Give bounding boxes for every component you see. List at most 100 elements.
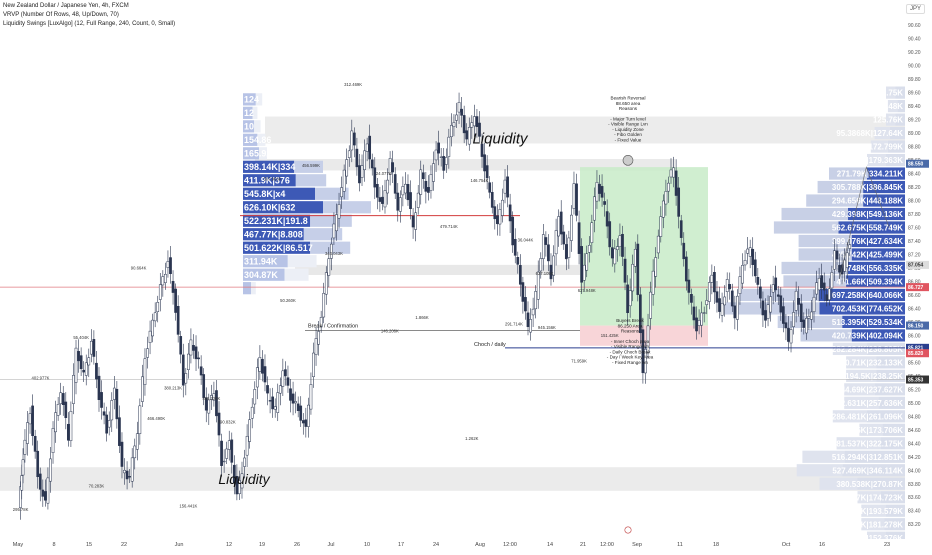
candle-body (243, 457, 246, 467)
candle-body (610, 247, 614, 259)
candle-body (672, 167, 675, 178)
candle-body (105, 414, 109, 434)
left-profile-bar-down (315, 187, 349, 200)
candle-body (613, 248, 617, 265)
candle-body (807, 316, 811, 319)
currency-badge[interactable]: JPY (905, 4, 925, 14)
left-profile-bar-up (243, 174, 296, 187)
right-profile-bar-down (800, 329, 852, 342)
candle-body (230, 439, 234, 463)
time-tick-label: 21 (580, 542, 586, 548)
candle-body (646, 325, 650, 353)
candle-body (667, 182, 670, 192)
right-profile-bar-up (863, 194, 905, 207)
candle-body (825, 294, 829, 301)
price-tick-label: 83.40 (908, 509, 921, 515)
candle-body (516, 257, 520, 265)
candle-body (294, 401, 297, 404)
candle-body (148, 330, 152, 343)
candle-body (46, 477, 50, 504)
right-profile-bar-up (851, 248, 905, 261)
right-profile-bar-down (867, 153, 886, 167)
reversal-marker (622, 155, 634, 166)
candle-body (388, 158, 392, 175)
candle-body (715, 291, 719, 303)
candle-body (792, 312, 795, 327)
candle-body (102, 411, 106, 416)
candle-body (89, 340, 93, 355)
candle-body (636, 243, 640, 295)
price-tick-label: 87.80 (908, 212, 921, 218)
price-tick-label: 87.40 (908, 239, 921, 245)
right-profile-bar-down (798, 248, 852, 261)
bearish-reversal-note-line: - Major Turn level (610, 116, 646, 121)
candle-body (342, 169, 346, 192)
candle-body (782, 306, 785, 324)
right-profile-label: 305.788K|386.845K (832, 183, 903, 192)
price-tick-label: 85.20 (908, 387, 921, 393)
candle-body (845, 252, 849, 268)
price-tag (906, 349, 929, 358)
candle-body (679, 220, 683, 238)
candle-body (503, 179, 507, 194)
candle-body (284, 369, 287, 377)
candle-body (161, 276, 165, 286)
candle-body (360, 165, 364, 178)
left-profile-bar-down (259, 147, 267, 160)
candle-body (439, 156, 443, 158)
time-axis: May 8 15 22 Jun 12 19 26 Jul 10 17 24 Aug 12:00 14 21 12… (0, 526, 932, 550)
time-tick-label: 14 (547, 542, 553, 548)
candle-body (421, 172, 425, 180)
right-profile-label: 190.71K|232.133K (836, 358, 903, 367)
candle-body (598, 183, 601, 194)
candle-body (368, 135, 372, 160)
right-profile-bar-down (886, 113, 896, 126)
candles-group (19, 92, 852, 520)
right-profile-bar-down (861, 504, 886, 517)
right-profile-bar-up (895, 113, 905, 126)
right-profile-bar-up (819, 302, 905, 315)
right-profile-bar-up (842, 315, 905, 329)
candle-body (197, 357, 200, 360)
candle-body (59, 392, 63, 405)
symbol-title: New Zealand Dollar / Japanese Yen, 4h, F… (3, 3, 129, 9)
candle-body (192, 345, 195, 351)
liquidity-lower-zone (0, 467, 910, 491)
time-tick-label: 18 (713, 542, 719, 548)
bearish-reversal-note-line: - Liquidity Zone (612, 127, 644, 132)
right-profile-label: 182.631K|257.636K (832, 399, 903, 408)
candle-body (562, 231, 566, 245)
price-tick-label: 85.60 (908, 360, 921, 366)
swing-label: 312.469K (344, 82, 362, 87)
right-profile-bar-up (880, 491, 905, 504)
price-tag-label: 88.550 (908, 162, 924, 168)
candle-body (661, 200, 665, 218)
candle-body (125, 470, 129, 480)
right-profile-bar-up (878, 396, 905, 409)
candle-body (572, 183, 576, 209)
candle-body (248, 419, 252, 442)
right-profile-bar-down (874, 126, 890, 140)
candle-body (593, 196, 596, 221)
right-profile-bar-down (832, 410, 867, 423)
liquidity-upper-label: Liquidity (472, 131, 529, 148)
candle-body (595, 182, 599, 202)
left-profile-bar-down (251, 282, 256, 295)
swing-label: 486.226K (202, 396, 220, 401)
right-profile-bar-up (819, 288, 905, 302)
bos-label: Break / Confirmation (308, 324, 358, 330)
candle-body (309, 384, 313, 410)
candle-body (118, 417, 121, 446)
right-profile-bar-up (842, 464, 905, 477)
candle-body (815, 282, 818, 295)
left-profile-bar-up (243, 147, 259, 160)
candle-body (278, 385, 282, 394)
right-profile-bar-up (886, 504, 905, 517)
candle-body (123, 469, 126, 474)
time-tick-label: May (13, 542, 24, 548)
right-profile-bar-down (819, 477, 858, 490)
candle-body (830, 272, 834, 289)
candle-body (404, 183, 407, 194)
